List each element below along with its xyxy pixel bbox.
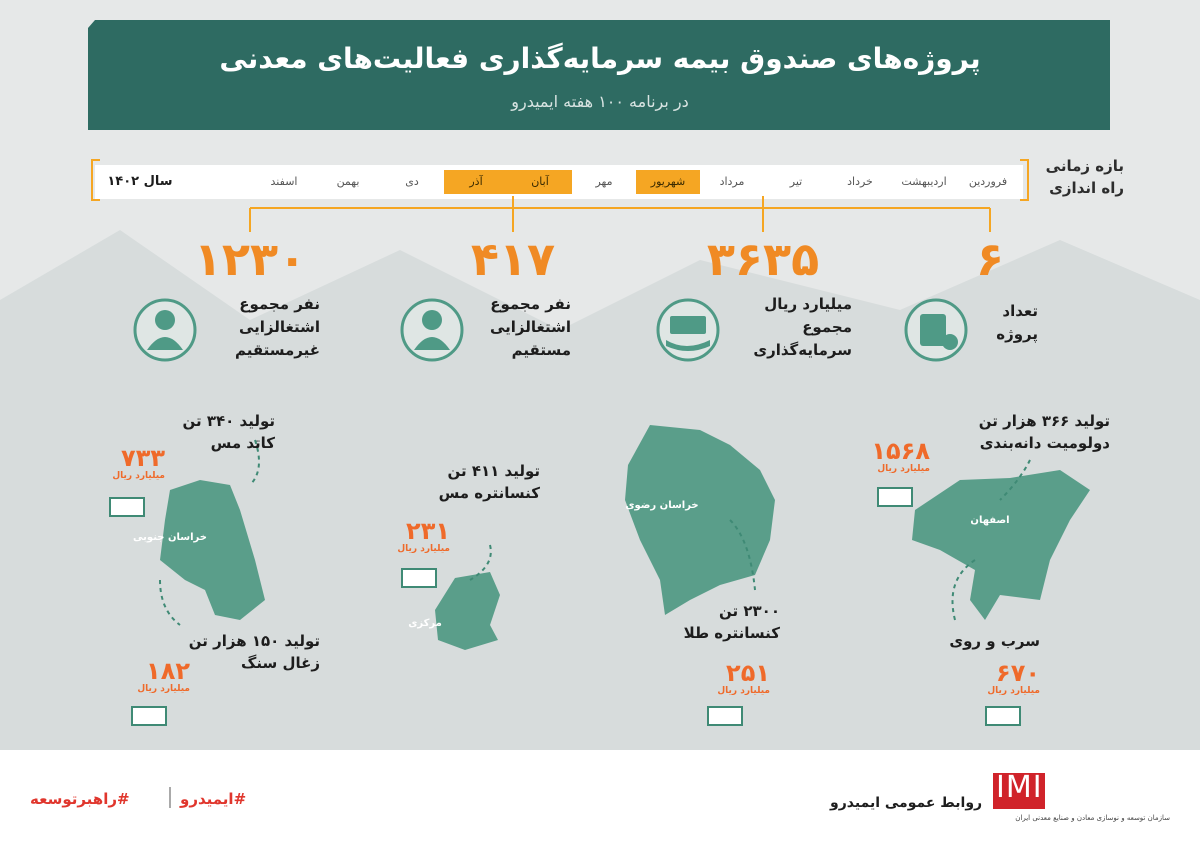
project-line: تولید ۳۴۰ تن bbox=[182, 412, 275, 430]
hashtag: #راهبرتوسعه bbox=[30, 790, 130, 808]
timeline-brackets bbox=[91, 159, 1029, 201]
timeline-label-line: راه اندازی bbox=[1049, 179, 1124, 197]
project-line: سرب و روی bbox=[949, 632, 1040, 650]
project-text: تولید ۴۱۱ تن کنسانتره مس bbox=[400, 460, 540, 504]
region-name: اصفهان bbox=[970, 515, 1010, 526]
month: آذر bbox=[444, 170, 508, 194]
dashed-arrows bbox=[159, 439, 1031, 626]
stat-line: میلیارد ریال bbox=[764, 295, 852, 313]
project-amount: ۱۵۶۸ bbox=[871, 437, 930, 465]
hashtag: #ایمیدرو bbox=[180, 790, 247, 808]
project-amount: ۶۷۰ bbox=[996, 659, 1040, 687]
month: اردیبهشت bbox=[901, 175, 947, 188]
timeline-connectors bbox=[249, 196, 991, 232]
stat-number: ۳۶۳۵ bbox=[706, 232, 820, 286]
project-unit: میلیارد ریال bbox=[877, 464, 930, 474]
stat-line: سرمایه‌گذاری bbox=[753, 341, 852, 359]
project-line: زغال سنگ bbox=[241, 654, 320, 672]
public-relations: روابط عمومی ایمیدرو bbox=[830, 795, 983, 811]
stat-line: نفر مجموع bbox=[490, 295, 571, 313]
project-line: کاتد مس bbox=[210, 434, 275, 452]
region-name: خراسان جنوبی bbox=[133, 532, 207, 543]
project-text: تولید ۳۴۰ تن کاتد مس bbox=[165, 410, 275, 454]
logo-text: IMIDRO bbox=[996, 770, 1114, 805]
map-markazi bbox=[435, 572, 500, 650]
stat-line: اشتغالزایی bbox=[238, 318, 320, 336]
project-amount: ۲۵۱ bbox=[726, 659, 770, 687]
stat-number: ۱۲۳۰ bbox=[193, 232, 307, 286]
timeline-label-line: بازه زمانی bbox=[1045, 157, 1124, 175]
stat-line: تعداد bbox=[1002, 302, 1038, 320]
stat-line: پروژه bbox=[996, 325, 1038, 343]
map-khorasan-razavi bbox=[625, 425, 775, 615]
maps bbox=[160, 425, 1090, 650]
stat-text: تعداد پروژه bbox=[968, 300, 1038, 346]
month: مهر bbox=[595, 175, 613, 188]
month: فروردین bbox=[968, 175, 1008, 188]
month: دی bbox=[405, 175, 419, 188]
region-name: مرکزی bbox=[408, 618, 442, 629]
project-unit: میلیارد ریال bbox=[717, 686, 770, 696]
stat-line: مستقیم bbox=[511, 341, 571, 359]
icon-circles bbox=[133, 298, 968, 362]
project-unit: میلیارد ریال bbox=[112, 471, 165, 481]
stat-text: نفر مجموع اشتغالزایی غیرمستقیم bbox=[200, 293, 320, 362]
project-line: ۲۳۰۰ تن bbox=[719, 602, 780, 620]
money-icons bbox=[109, 487, 1021, 726]
stat-text: میلیارد ریال مجموع سرمایه‌گذاری bbox=[722, 293, 852, 362]
project-text: ۲۳۰۰ تن کنسانتره طلا bbox=[650, 600, 780, 644]
header-banner bbox=[88, 20, 1110, 130]
project-unit: میلیارد ریال bbox=[987, 686, 1040, 696]
project-unit: میلیارد ریال bbox=[137, 684, 190, 694]
subtitle: در برنامه ۱۰۰ هفته ایمیدرو bbox=[511, 92, 689, 111]
stat-number: ۶ bbox=[975, 232, 1005, 286]
logo-caption: سازمان توسعه و نوسازی معادن و صنایع معدن… bbox=[1015, 814, 1170, 822]
logo-mark bbox=[993, 773, 1045, 809]
month: شهریور bbox=[636, 170, 700, 194]
stat-line: نفر مجموع bbox=[239, 295, 320, 313]
stat-line: غیرمستقیم bbox=[234, 341, 320, 359]
project-amount: ۷۳۳ bbox=[121, 444, 165, 472]
region-name: خراسان رضوی bbox=[625, 500, 699, 511]
month: تیر bbox=[789, 175, 803, 188]
project-line: تولید ۳۶۶ هزار تن bbox=[978, 412, 1110, 430]
project-text: تولید ۱۵۰ هزار تن زغال سنگ bbox=[140, 630, 320, 674]
project-unit: میلیارد ریال bbox=[397, 544, 450, 554]
month: مرداد bbox=[719, 175, 745, 188]
map-south-khorasan bbox=[160, 480, 265, 620]
stat-text: نفر مجموع اشتغالزایی مستقیم bbox=[466, 293, 571, 362]
project-amount: ۱۸۲ bbox=[146, 657, 190, 685]
timeline-label: بازه زمانی راه اندازی bbox=[1032, 155, 1124, 199]
silhouettes bbox=[0, 230, 1200, 750]
project-line: کنسانتره طلا bbox=[683, 624, 780, 642]
month: خرداد bbox=[847, 175, 873, 188]
project-text: تولید ۳۶۶ هزار تن دولومیت دانه‌بندی bbox=[910, 410, 1110, 454]
timeline-year: سال ۱۴۰۲ bbox=[107, 174, 173, 189]
project-line: دولومیت دانه‌بندی bbox=[979, 434, 1110, 452]
stat-line: اشتغالزایی bbox=[489, 318, 571, 336]
month: آبان bbox=[508, 170, 572, 194]
project-text: سرب و روی bbox=[930, 630, 1040, 652]
month: بهمن bbox=[336, 175, 360, 188]
map-isfahan bbox=[912, 470, 1090, 620]
project-line: تولید ۱۵۰ هزار تن bbox=[188, 632, 320, 650]
title: پروژه‌های صندوق بیمه سرمایه‌گذاری فعالیت… bbox=[219, 42, 981, 75]
stat-line: مجموع bbox=[802, 318, 852, 336]
project-amount: ۲۳۱ bbox=[406, 517, 450, 545]
project-line: کنسانتره مس bbox=[438, 484, 540, 502]
month: اسفند bbox=[270, 175, 298, 188]
project-line: تولید ۴۱۱ تن bbox=[447, 462, 540, 480]
stat-number: ۴۱۷ bbox=[470, 232, 556, 286]
